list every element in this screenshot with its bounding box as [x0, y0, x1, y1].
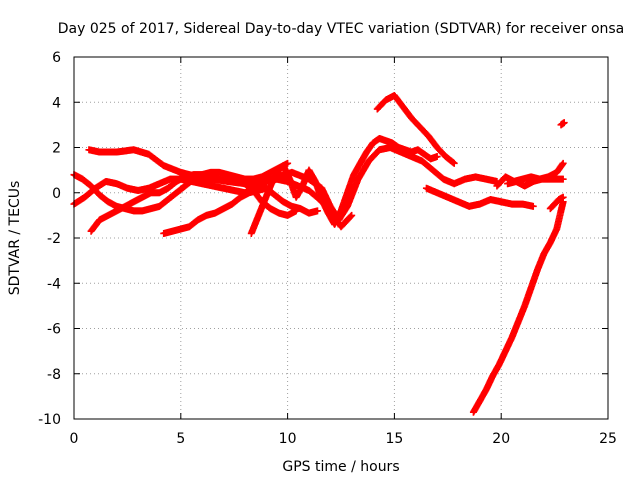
x-tick-label: 15: [385, 431, 403, 447]
series-track-6: [247, 134, 441, 237]
x-tick-label: 5: [176, 431, 185, 447]
x-tick-label: 20: [492, 431, 510, 447]
grid: [74, 57, 608, 419]
chart-title: Day 025 of 2017, Sidereal Day-to-day VTE…: [58, 21, 625, 37]
data-point: [529, 202, 537, 210]
y-tick-label: -6: [47, 322, 61, 338]
x-tick-label: 10: [279, 431, 297, 447]
x-tick-label: 25: [599, 431, 617, 447]
y-tick-label: 4: [52, 95, 61, 111]
data-point: [559, 175, 567, 183]
data-point: [560, 119, 568, 127]
data-point: [348, 211, 356, 219]
data-point: [559, 193, 567, 201]
data-point: [450, 159, 458, 167]
y-tick-label: -10: [38, 412, 61, 428]
data-marker: [347, 212, 355, 220]
y-tick-label: -2: [47, 231, 61, 247]
series-track-13: [557, 119, 568, 129]
y-tick-label: 0: [52, 186, 61, 202]
y-tick-label: 6: [52, 50, 61, 66]
x-axis-label: GPS time / hours: [282, 459, 399, 475]
y-tick-label: 2: [52, 141, 61, 157]
axis-ticks: 0 5 10 15 20 25 -10 -8 -6 -4 -2 0 2 4 6: [38, 50, 617, 447]
x-tick-label: 0: [70, 431, 79, 447]
series-track-8: [422, 184, 537, 210]
y-axis-label: SDTVAR / TECUs: [7, 181, 23, 296]
y-tick-label: -8: [47, 367, 61, 383]
y-tick-label: -4: [47, 276, 61, 292]
series-track-12: [546, 193, 567, 213]
data-point: [314, 207, 322, 215]
data-point: [433, 153, 441, 161]
data-point: [559, 159, 567, 167]
data-point: [284, 159, 292, 167]
series-track-7: [373, 91, 458, 167]
series-track-9: [469, 198, 567, 416]
plot-area: [70, 91, 568, 416]
series-track-11: [504, 175, 567, 190]
series-track-5: [160, 184, 322, 237]
